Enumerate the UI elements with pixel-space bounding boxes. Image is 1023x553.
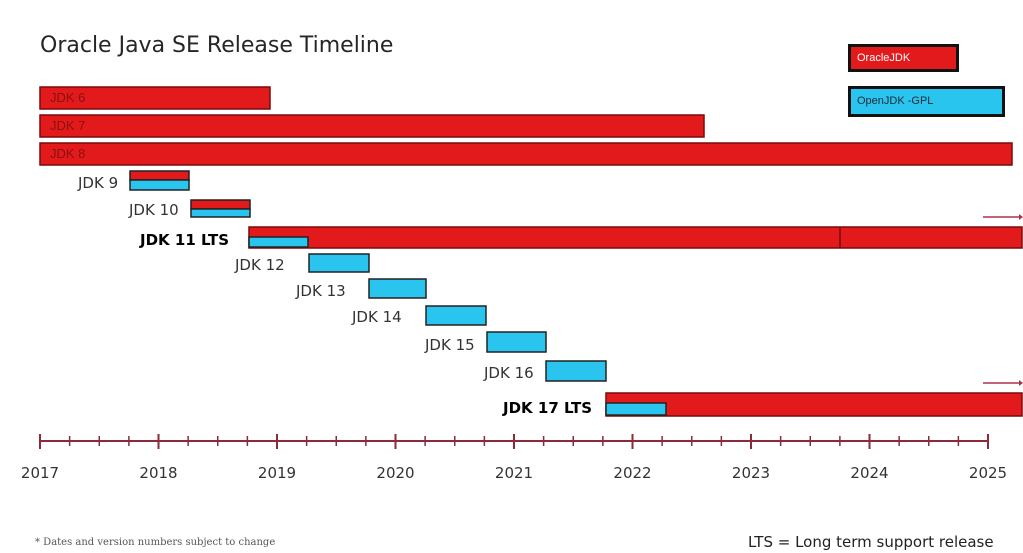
bar-jdk10-oracle — [190, 199, 251, 210]
footnote: * Dates and version numbers subject to c… — [35, 537, 276, 548]
year-label: 2019 — [258, 464, 296, 482]
label-jdk17: JDK 17 LTS — [503, 399, 593, 417]
label-jdk13: JDK 13 — [296, 282, 346, 300]
year-label: 2021 — [495, 464, 533, 482]
year-label: 2023 — [732, 464, 770, 482]
label-jdk6: JDK 6 — [50, 90, 86, 105]
label-jdk14: JDK 14 — [352, 308, 402, 326]
bar-jdk9-openjdk — [129, 179, 190, 191]
label-jdk10: JDK 10 — [129, 201, 179, 219]
bar-jdk12-openjdk — [308, 253, 370, 273]
bar-jdk17-oracle — [605, 392, 1023, 417]
bar-jdk8-oracle — [39, 142, 1013, 166]
label-jdk16: JDK 16 — [484, 364, 534, 382]
year-label: 2022 — [613, 464, 651, 482]
time-axis: 2017 2018 2019 2020 2021 2022 2023 2024 2025 — [21, 434, 1007, 482]
bar-jdk14-openjdk — [425, 305, 487, 326]
year-label: 2020 — [376, 464, 414, 482]
year-label: 2025 — [969, 464, 1007, 482]
legend-oraclejdk: OracleJDK — [848, 44, 959, 72]
label-jdk11: JDK 11 LTS — [140, 231, 230, 249]
bar-jdk10-openjdk — [190, 208, 251, 218]
jdk17-arrowhead — [1019, 380, 1023, 386]
label-jdk7: JDK 7 — [50, 118, 86, 133]
bar-jdk15-openjdk — [486, 331, 547, 353]
lts-note: LTS = Long term support release — [748, 533, 994, 551]
year-label: 2018 — [139, 464, 177, 482]
label-jdk15: JDK 15 — [425, 336, 475, 354]
bar-jdk13-openjdk — [368, 278, 427, 299]
bar-jdk6-oracle — [39, 86, 271, 110]
bar-jdk16-openjdk — [545, 360, 607, 382]
year-label: 2017 — [21, 464, 59, 482]
bar-jdk17-openjdk — [605, 402, 667, 416]
label-jdk12: JDK 12 — [235, 256, 285, 274]
bar-jdk9-oracle — [129, 170, 190, 181]
bar-jdk11-oracle — [248, 226, 1023, 249]
page-title: Oracle Java SE Release Timeline — [40, 33, 394, 58]
bar-jdk7-oracle — [39, 114, 705, 138]
year-label: 2024 — [850, 464, 888, 482]
bar-jdk11-openjdk — [248, 236, 309, 248]
jdk11-arrowhead — [1019, 214, 1023, 220]
legend-openjdk-gpl: OpenJDK -GPL — [848, 86, 1005, 117]
label-jdk8: JDK 8 — [50, 146, 86, 161]
label-jdk9: JDK 9 — [78, 174, 119, 192]
